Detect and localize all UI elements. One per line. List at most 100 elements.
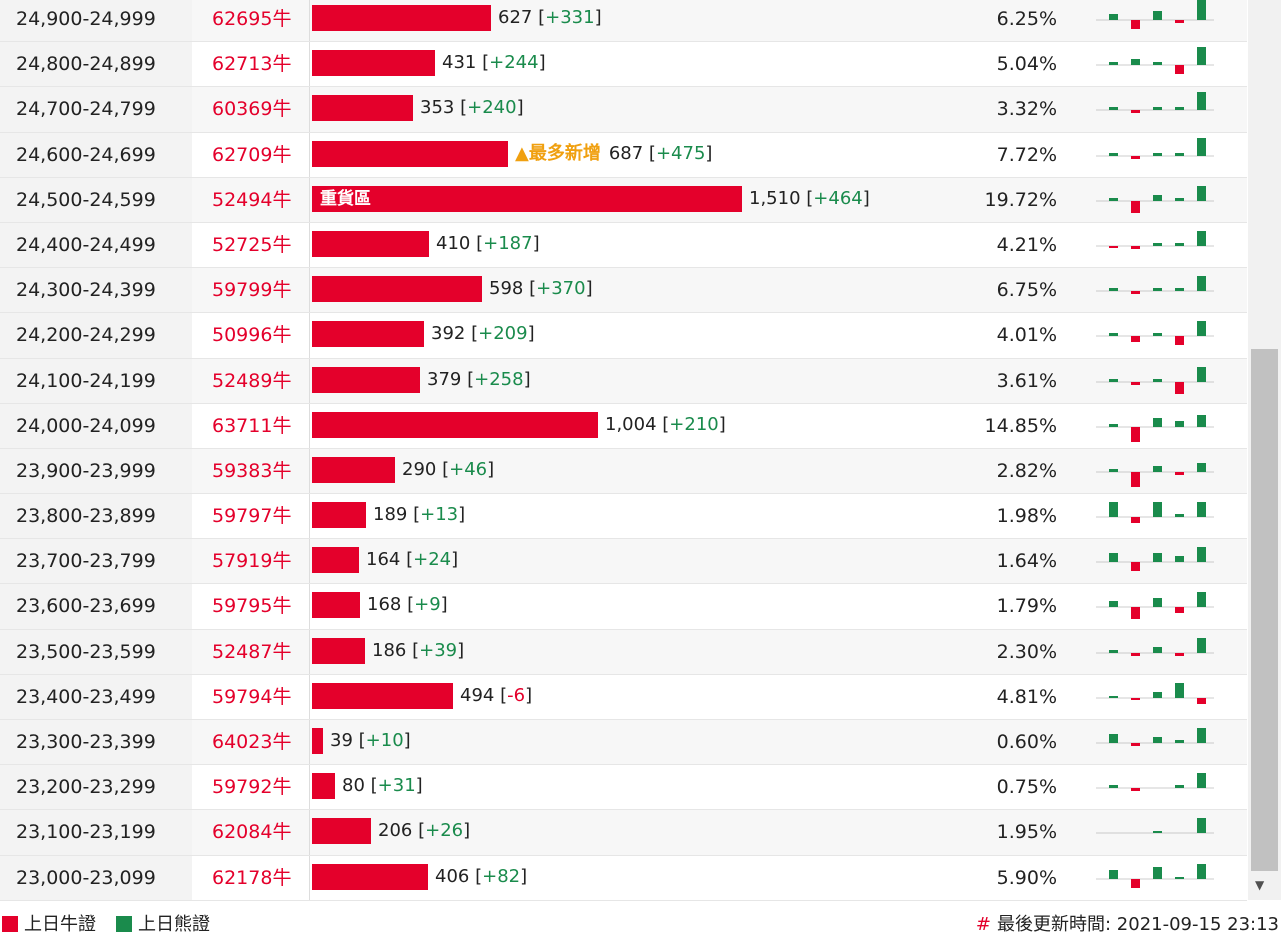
volume-change: +464 bbox=[813, 187, 863, 209]
histogram-bar bbox=[1197, 321, 1206, 337]
trend-histogram bbox=[1096, 92, 1214, 114]
histogram-bar bbox=[1153, 737, 1162, 743]
warrant-code-link[interactable]: 59794牛 bbox=[212, 685, 292, 708]
percentage: 0.60% bbox=[996, 731, 1057, 753]
range-cell-bg bbox=[0, 720, 192, 765]
warrant-code-link[interactable]: 62084牛 bbox=[212, 821, 292, 844]
percentage: 2.82% bbox=[996, 459, 1057, 482]
warrant-code-link[interactable]: 50996牛 bbox=[212, 324, 292, 347]
volume-bar-cell: 379 [+258] bbox=[309, 358, 950, 403]
trend-histogram bbox=[1096, 592, 1214, 620]
volume-bar bbox=[312, 773, 335, 800]
warrant-code-link[interactable]: 59797牛 bbox=[212, 505, 292, 528]
warrant-code-link[interactable]: 62709牛 bbox=[212, 143, 292, 166]
range-cell-bg bbox=[0, 403, 192, 448]
warrant-code-link[interactable]: 64023牛 bbox=[212, 731, 292, 753]
histogram-bar bbox=[1175, 652, 1184, 656]
trend-histogram bbox=[1096, 502, 1214, 524]
histogram-bar bbox=[1131, 110, 1140, 114]
percentage: 1.98% bbox=[996, 505, 1057, 528]
histogram-bar bbox=[1175, 682, 1184, 698]
scroll-down-arrow-icon[interactable]: ▼ bbox=[1255, 878, 1265, 892]
heavy-zone-tag: 重貨區 bbox=[320, 188, 371, 209]
range-cell-bg bbox=[0, 132, 192, 177]
volume-label: 406 [+82] bbox=[435, 865, 528, 887]
warrant-code-link[interactable]: 62178牛 bbox=[212, 866, 292, 889]
histogram-bar bbox=[1153, 378, 1162, 382]
table-row: 24,800-24,899 62713牛 431 [+244] 5.04% bbox=[0, 42, 1247, 88]
histogram-bar bbox=[1109, 468, 1118, 472]
price-range: 24,400-24,499 bbox=[16, 233, 156, 256]
volume-change: +475 bbox=[655, 142, 706, 164]
histogram-bar bbox=[1109, 152, 1118, 156]
volume-bar bbox=[312, 728, 323, 754]
warrant-code-link[interactable]: 52494牛 bbox=[212, 188, 292, 211]
histogram-bar bbox=[1109, 785, 1118, 789]
histogram-bar bbox=[1109, 553, 1118, 563]
histogram-bar bbox=[1109, 197, 1118, 201]
volume-label: 164 [+24] bbox=[366, 549, 459, 571]
table-row: 23,100-23,199 62084牛 206 [+26] 1.95% bbox=[0, 810, 1247, 856]
volume-bar bbox=[312, 547, 359, 574]
warrant-code-link[interactable]: 63711牛 bbox=[212, 414, 292, 437]
warrant-code-link[interactable]: 57919牛 bbox=[212, 550, 292, 573]
warrant-code-link[interactable]: 59795牛 bbox=[212, 595, 292, 618]
volume-bar-cell: 410 [+187] bbox=[309, 222, 950, 268]
last-updated-label: 最後更新時間: 2021-09-15 23:13 bbox=[997, 914, 1279, 935]
histogram-bar bbox=[1197, 502, 1206, 518]
warrant-code-link[interactable]: 59792牛 bbox=[212, 776, 292, 799]
volume-change: +26 bbox=[425, 820, 464, 842]
volume-value: 627 bbox=[498, 7, 533, 28]
trend-histogram bbox=[1096, 230, 1214, 249]
volume-change: +244 bbox=[489, 52, 539, 74]
histogram-bar bbox=[1109, 107, 1118, 111]
hash-icon: # bbox=[975, 914, 991, 935]
table-row: 23,700-23,799 57919牛 164 [+24] 1.64% bbox=[0, 539, 1247, 585]
trend-histogram bbox=[1096, 414, 1214, 442]
warrant-code-link[interactable]: 62713牛 bbox=[212, 53, 292, 76]
histogram-bar bbox=[1131, 607, 1140, 620]
legend-bull-label: 上日牛證 bbox=[24, 914, 96, 935]
percentage: 6.25% bbox=[996, 8, 1057, 30]
warrant-code-link[interactable]: 52725牛 bbox=[212, 233, 292, 256]
volume-label: 410 [+187] bbox=[436, 232, 540, 254]
histogram-bar bbox=[1197, 697, 1206, 704]
histogram-bar bbox=[1175, 471, 1184, 475]
price-range: 23,600-23,699 bbox=[16, 595, 156, 618]
warrant-code-link[interactable]: 59799牛 bbox=[212, 279, 292, 302]
percentage: 5.04% bbox=[996, 53, 1057, 76]
histogram-bar bbox=[1197, 0, 1206, 20]
price-range: 23,700-23,799 bbox=[16, 550, 156, 573]
range-cell-bg bbox=[0, 584, 192, 629]
range-cell-bg bbox=[0, 629, 192, 674]
volume-value: 410 bbox=[436, 232, 471, 254]
volume-bar-cell: 168 [+9] bbox=[309, 584, 950, 629]
scrollbar-thumb[interactable] bbox=[1251, 349, 1278, 871]
histogram-bar bbox=[1175, 336, 1184, 346]
volume-bar-cell: 353 [+240] bbox=[309, 87, 950, 132]
volume-value: 379 bbox=[427, 368, 462, 390]
table-row: 23,600-23,699 59795牛 168 [+9] 1.79% bbox=[0, 584, 1247, 630]
volume-bar bbox=[312, 321, 424, 348]
histogram-bar bbox=[1153, 11, 1162, 20]
histogram-bar bbox=[1109, 423, 1118, 427]
warrant-code-link[interactable]: 52489牛 bbox=[212, 369, 292, 392]
volume-value: 189 bbox=[373, 504, 408, 526]
histogram-bar bbox=[1197, 137, 1206, 156]
histogram-bar bbox=[1175, 514, 1184, 518]
histogram-bar bbox=[1175, 556, 1184, 563]
range-cell-bg bbox=[0, 313, 192, 358]
histogram-bar bbox=[1197, 773, 1206, 789]
histogram-bar bbox=[1153, 417, 1162, 427]
histogram-bar bbox=[1153, 194, 1162, 201]
warrant-code-link[interactable]: 52487牛 bbox=[212, 640, 292, 663]
histogram-bar bbox=[1153, 598, 1162, 608]
volume-bar bbox=[312, 366, 420, 393]
histogram-bar bbox=[1197, 728, 1206, 743]
histogram-bar bbox=[1197, 547, 1206, 563]
warrant-code-link[interactable]: 60369牛 bbox=[212, 98, 292, 121]
volume-label: 39 [+10] bbox=[330, 730, 411, 751]
volume-bar-cell: 598 [+370] bbox=[309, 268, 950, 313]
warrant-code-link[interactable]: 62695牛 bbox=[212, 8, 292, 30]
warrant-code-link[interactable]: 59383牛 bbox=[212, 459, 292, 482]
